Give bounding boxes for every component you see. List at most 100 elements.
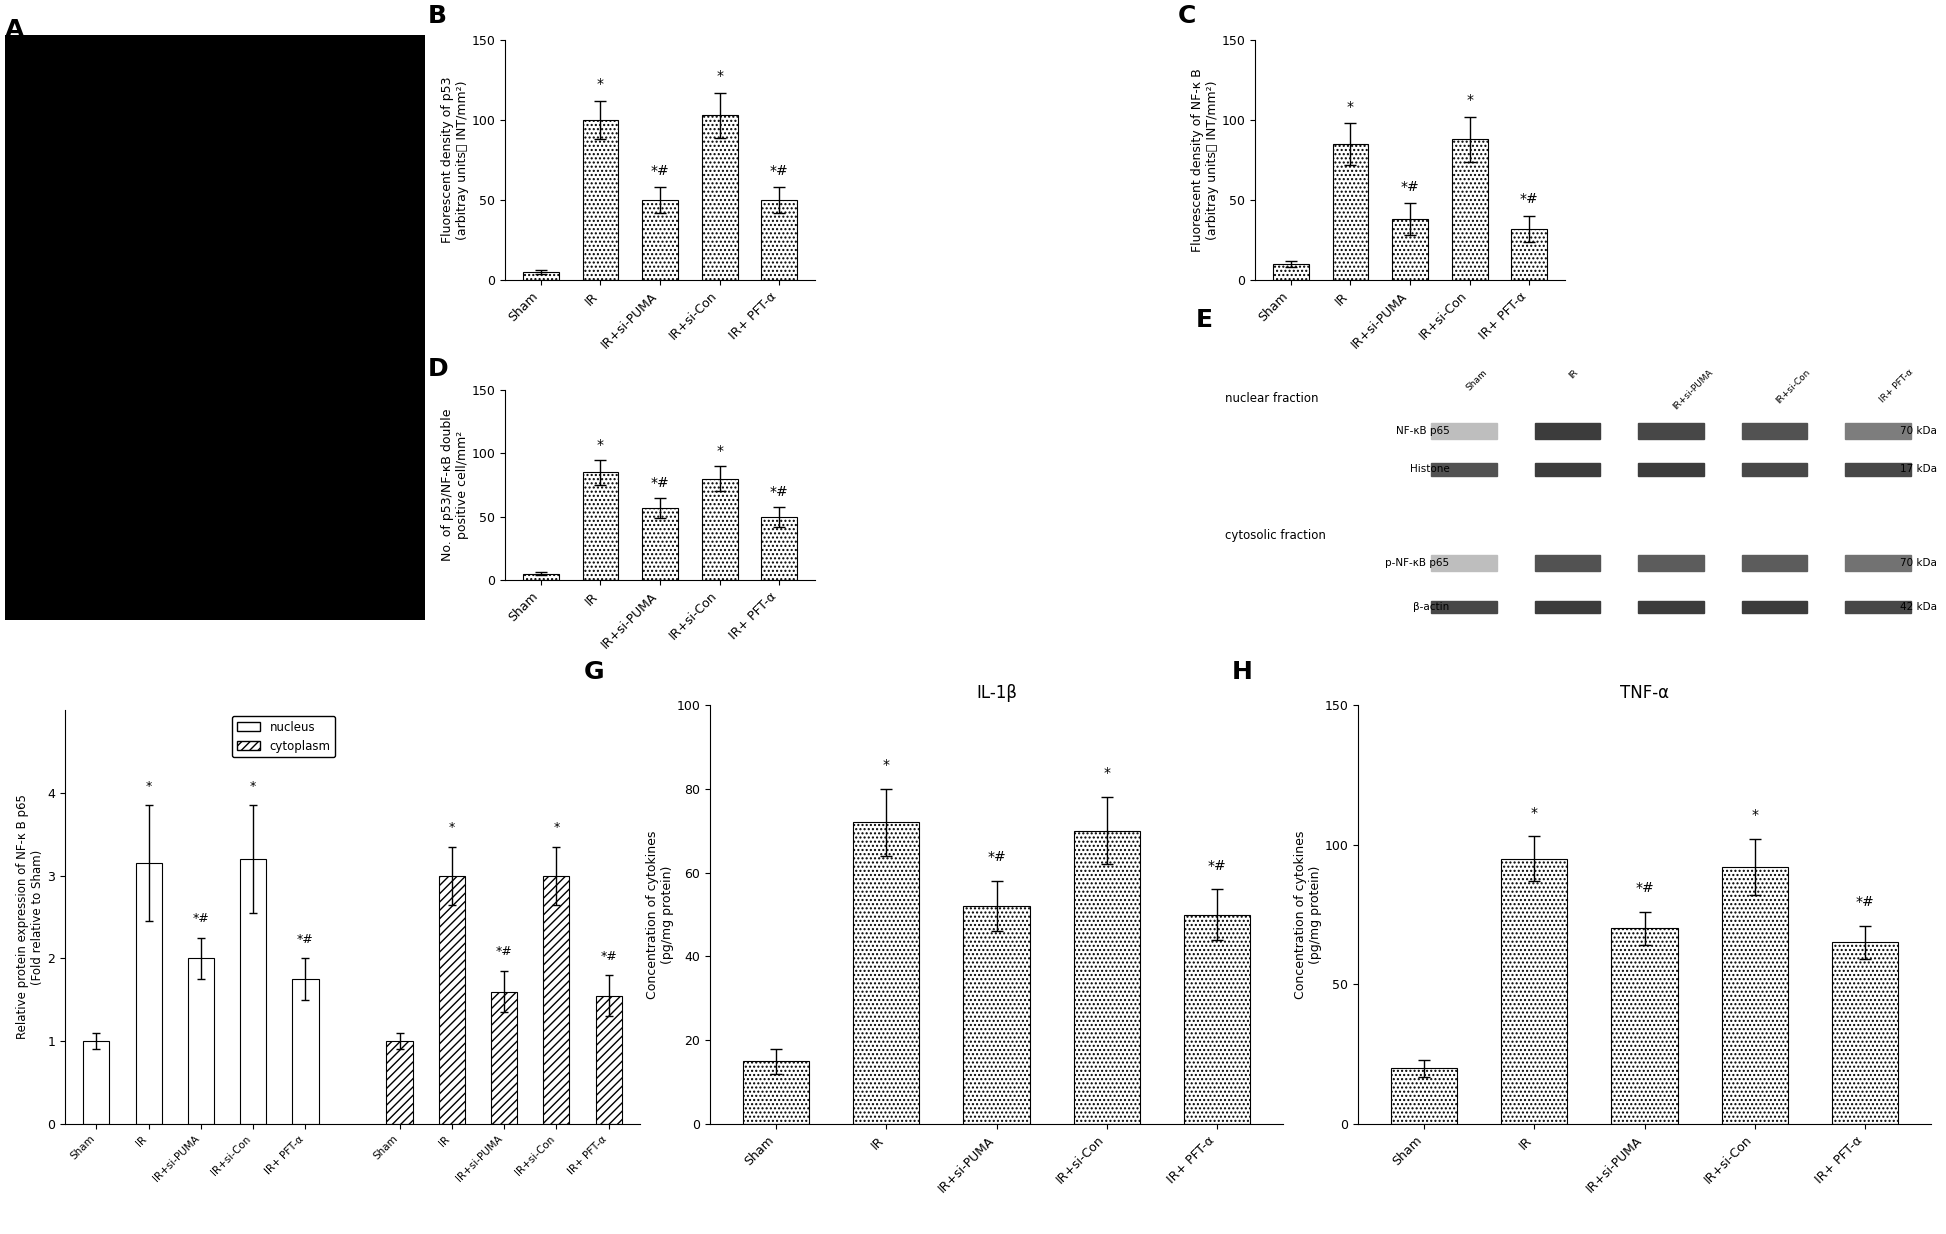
Bar	[1639, 601, 1703, 613]
Y-axis label: Relative protein expression of NF-κ B p65
(Fold relative to Sham): Relative protein expression of NF-κ B p6…	[16, 795, 45, 1039]
Bar	[1183, 914, 1249, 1124]
Text: IR: IR	[1568, 368, 1580, 380]
Bar	[743, 1061, 810, 1124]
Bar	[1611, 928, 1677, 1124]
Text: β-actin: β-actin	[1413, 602, 1450, 612]
Text: 70 kDa: 70 kDa	[1899, 558, 1936, 568]
Text: *: *	[597, 78, 603, 91]
Text: *: *	[597, 438, 603, 452]
Bar	[523, 271, 559, 280]
Text: H: H	[1232, 660, 1253, 684]
Text: 70 kDa: 70 kDa	[1899, 426, 1936, 436]
Bar	[1639, 555, 1703, 571]
Text: Sham: Sham	[1463, 368, 1489, 392]
Bar	[582, 120, 619, 280]
Text: D: D	[428, 357, 448, 380]
Bar	[1452, 139, 1487, 280]
Bar	[1722, 868, 1788, 1124]
Text: *#: *#	[650, 164, 669, 178]
Bar	[84, 1041, 109, 1124]
Text: *#: *#	[599, 949, 617, 963]
Bar	[1742, 601, 1808, 613]
Text: *#: *#	[650, 476, 669, 490]
Y-axis label: Concentration of cytokines
(pg/mg protein): Concentration of cytokines (pg/mg protei…	[646, 830, 673, 998]
Text: Histone: Histone	[1409, 464, 1450, 475]
Text: *: *	[553, 821, 560, 834]
Text: A: A	[6, 19, 25, 42]
Bar	[1639, 423, 1703, 439]
Bar	[239, 859, 267, 1124]
Bar	[1535, 423, 1600, 439]
Bar	[490, 992, 518, 1124]
Bar	[582, 473, 619, 580]
Bar	[189, 959, 214, 1124]
Bar	[703, 479, 738, 580]
Bar	[1432, 423, 1496, 439]
Text: *: *	[450, 821, 455, 834]
Bar	[1845, 463, 1911, 475]
Text: *#: *#	[193, 912, 210, 926]
Bar	[1333, 144, 1368, 280]
Bar	[1742, 463, 1808, 475]
Bar	[761, 517, 798, 580]
Bar	[1845, 555, 1911, 571]
Bar	[1639, 463, 1703, 475]
Text: B: B	[428, 4, 446, 28]
Text: *#: *#	[496, 945, 512, 959]
Bar	[852, 822, 919, 1124]
Text: C: C	[1177, 4, 1197, 28]
Bar	[1391, 1069, 1458, 1124]
Y-axis label: No. of p53/NF-κB double
positive cell/mm²: No. of p53/NF-κB double positive cell/mm…	[440, 408, 469, 561]
Y-axis label: Fluorescent density of p53
(arbitray units， INT/mm²): Fluorescent density of p53 (arbitray uni…	[440, 77, 469, 243]
Bar	[1535, 555, 1600, 571]
Text: *: *	[1347, 100, 1354, 114]
Text: *#: *#	[987, 850, 1006, 864]
Bar	[438, 876, 465, 1124]
Text: IR+si-PUMA: IR+si-PUMA	[1672, 368, 1714, 411]
Text: *#: *#	[771, 485, 788, 499]
Bar	[136, 863, 162, 1124]
Title: TNF-α: TNF-α	[1619, 684, 1670, 702]
Text: nuclear fraction: nuclear fraction	[1224, 391, 1317, 405]
Bar	[1845, 601, 1911, 613]
Bar	[1432, 601, 1496, 613]
Text: IR+si-Con: IR+si-Con	[1775, 368, 1812, 406]
Bar	[1432, 463, 1496, 475]
Bar	[1535, 601, 1600, 613]
Bar	[1831, 943, 1897, 1124]
Text: *#: *#	[1208, 859, 1226, 872]
Bar	[1845, 423, 1911, 439]
Text: *: *	[1103, 766, 1109, 780]
Title: IL-1β: IL-1β	[977, 684, 1018, 702]
Bar	[642, 508, 677, 580]
Bar	[1742, 555, 1808, 571]
Text: *: *	[146, 780, 152, 792]
Text: *#: *#	[298, 933, 313, 946]
Bar	[1273, 264, 1308, 280]
Text: *#: *#	[1520, 193, 1539, 206]
Text: 17 kDa: 17 kDa	[1899, 464, 1936, 475]
Text: IR+ PFT-α: IR+ PFT-α	[1878, 368, 1915, 405]
Bar	[1512, 228, 1547, 280]
Bar	[595, 996, 621, 1124]
Bar	[1391, 220, 1428, 280]
Bar	[963, 906, 1029, 1124]
Legend: nucleus, cytoplasm: nucleus, cytoplasm	[232, 716, 335, 758]
Bar	[387, 1041, 413, 1124]
Text: *: *	[716, 69, 724, 83]
Text: *: *	[1751, 808, 1757, 822]
Text: *#: *#	[771, 164, 788, 178]
Bar	[1074, 830, 1140, 1124]
Text: 42 kDa: 42 kDa	[1899, 602, 1936, 612]
Bar	[761, 200, 798, 280]
Text: NF-κB p65: NF-κB p65	[1395, 426, 1450, 436]
Text: *: *	[249, 780, 257, 792]
Text: *#: *#	[1635, 881, 1654, 895]
Text: G: G	[584, 660, 605, 684]
Text: p-NF-κB p65: p-NF-κB p65	[1386, 558, 1450, 568]
Bar	[1432, 555, 1496, 571]
Text: E: E	[1195, 308, 1212, 332]
Text: *: *	[883, 758, 889, 772]
Bar	[292, 979, 319, 1124]
Text: *: *	[1532, 806, 1537, 819]
